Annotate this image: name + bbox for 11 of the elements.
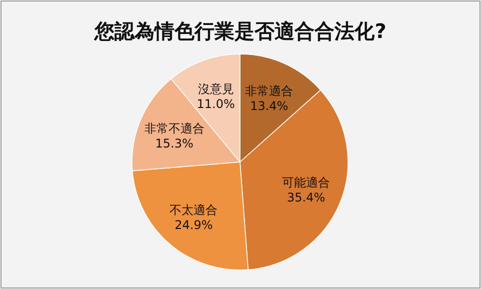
slice-label: 不太適合 — [170, 203, 218, 218]
chart-title: 您認為情色行業是否適合合法化? — [94, 19, 386, 43]
data-label: 15.3% — [155, 136, 194, 150]
slice-label: 非常不適合 — [144, 121, 204, 136]
data-label: 35.4% — [287, 190, 326, 205]
slice-label: 可能適合 — [282, 176, 330, 190]
slice-label: 沒意見 — [198, 82, 234, 96]
slice-label: 非常適合 — [245, 84, 294, 98]
data-label: 24.9% — [174, 218, 213, 232]
data-label: 11.0% — [196, 96, 235, 111]
data-label: 13.4% — [250, 98, 288, 113]
